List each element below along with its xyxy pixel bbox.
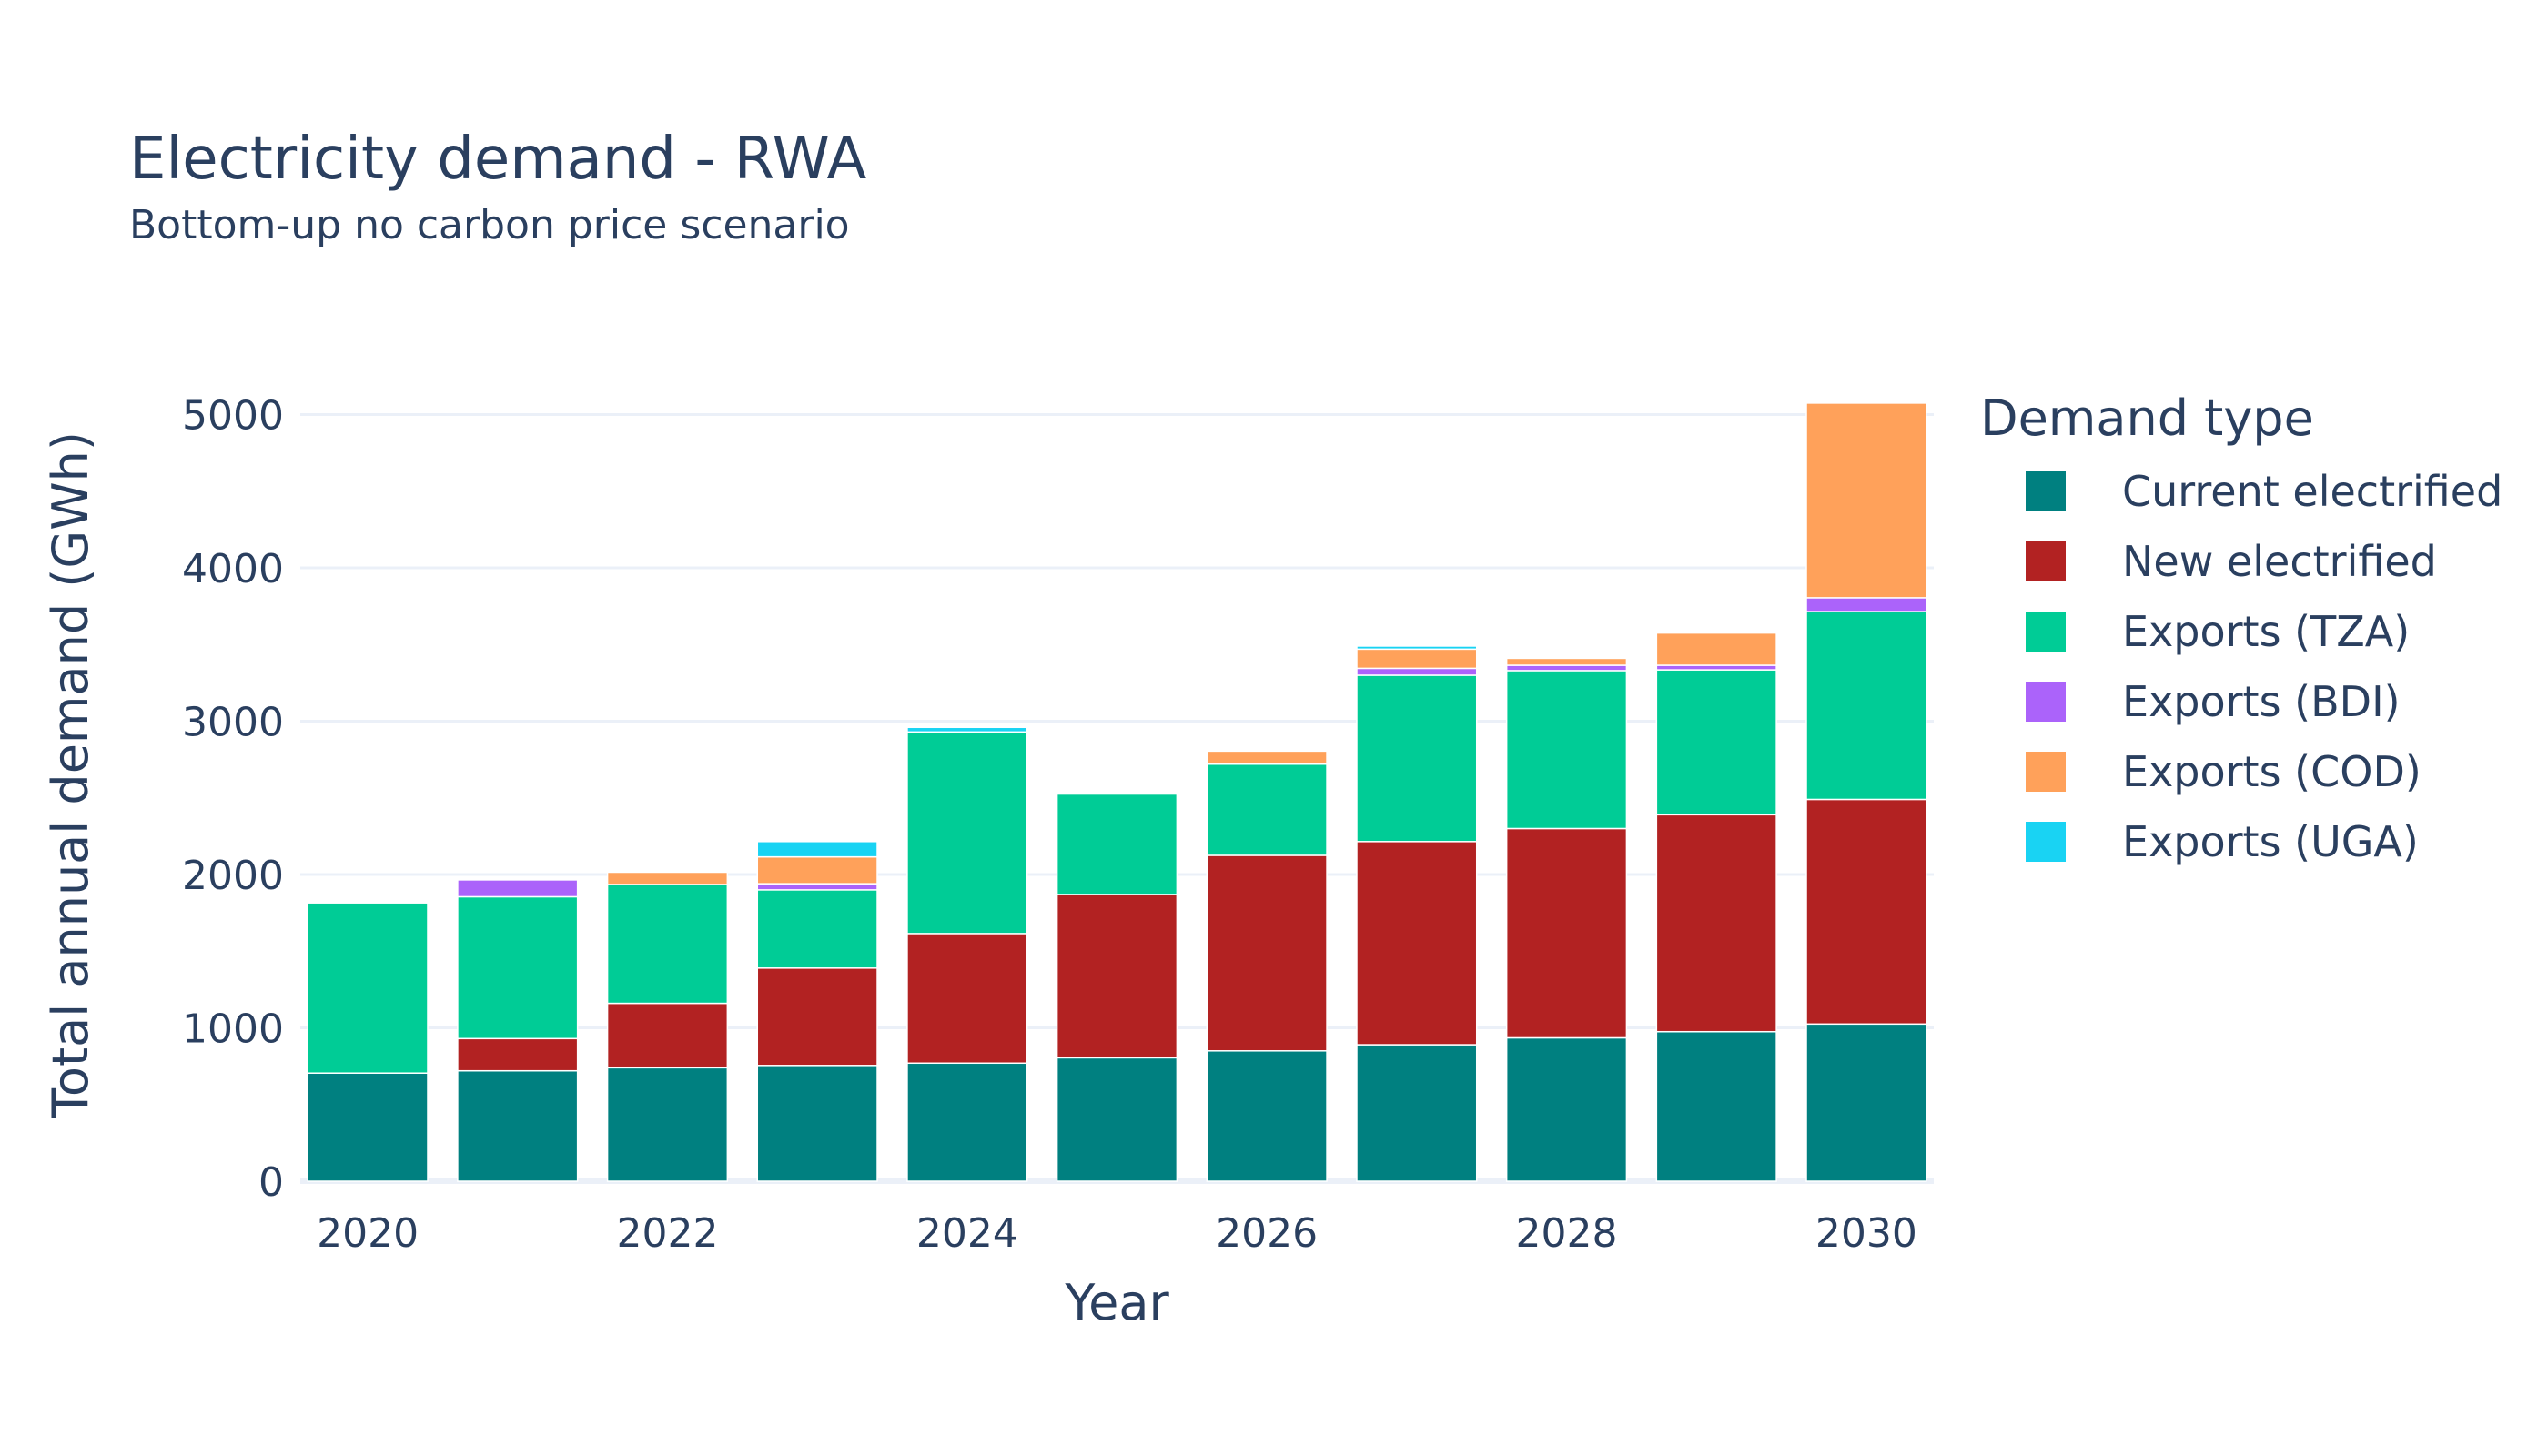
x-tick-label: 2028 [1516,1210,1618,1257]
bar-segment [1805,597,1927,612]
bar-segment [457,879,579,898]
x-tick-label: 2024 [916,1210,1018,1257]
bar-segment [1356,667,1478,676]
bar-segment [1356,648,1478,670]
x-tick-label: 2030 [1815,1210,1917,1257]
bar-segment [906,731,1028,935]
bar-segment [1655,664,1777,671]
bar-segment [307,902,429,1074]
bar-segment [1505,657,1628,666]
legend-swatch [2026,752,2066,792]
bar-segment [606,884,729,1005]
y-tick-label: 2000 [182,853,284,899]
bar-segment [1805,798,1927,1026]
bar-segment [1505,670,1628,830]
bar-segment [1805,402,1927,599]
bar-segment [756,889,878,969]
bar-segment [1056,1057,1178,1182]
legend: Demand type Current electrified New elect… [1980,389,2502,866]
bar-segment [606,1002,729,1069]
chart-title: Electricity demand - RWA [129,126,867,193]
bar-segment [756,967,878,1067]
y-tick-label: 3000 [182,700,284,746]
x-axis-title: Year [1064,1274,1169,1331]
bar-segment [756,855,878,885]
bar-segment [457,1069,579,1182]
axes: 0 1000 2000 3000 4000 5000 2020 2022 2024 2026 202… [182,393,1917,1257]
bar-segment [1356,841,1478,1046]
bar-segment [756,883,878,891]
bar-segment [1056,793,1178,895]
bar-segment [756,1065,878,1182]
legend-item-label[interactable]: Current electrified [2122,467,2502,516]
x-tick-label: 2026 [1216,1210,1318,1257]
bar-segment [1655,669,1777,816]
bar-segment [1356,1044,1478,1182]
bar-segment [1206,750,1328,765]
bar-segment [906,933,1028,1065]
y-tick-label: 5000 [182,393,284,440]
y-axis-title: Total annual demand (GWh) [42,431,99,1119]
bar-segment [1655,1030,1777,1182]
legend-item-label[interactable]: Exports (TZA) [2122,607,2410,656]
bars [307,402,1927,1182]
bar-segment [1505,1036,1628,1182]
legend-swatch [2026,682,2066,722]
bar-segment [457,895,579,1040]
bar-segment [1206,1050,1328,1182]
y-tick-label: 4000 [182,546,284,592]
bar-segment [1805,1023,1927,1182]
bar-segment [906,726,1028,733]
bar-segment [756,841,878,858]
bar-segment [906,1062,1028,1182]
bar-segment [1505,827,1628,1039]
bar-segment [1206,854,1328,1052]
bar-segment [457,1037,579,1072]
legend-title: Demand type [1980,389,2314,447]
legend-swatch [2026,471,2066,511]
y-tick-label: 1000 [182,1006,284,1053]
legend-item-label[interactable]: New electrified [2122,537,2437,586]
bar-segment [1356,674,1478,843]
legend-swatch [2026,541,2066,581]
bar-segment [1356,645,1478,651]
chart-subtitle: Bottom-up no carbon price scenario [129,202,850,248]
bar-segment [1206,763,1328,856]
bar-segment [1805,611,1927,801]
bar-segment [606,871,729,885]
bar-segment [1056,894,1178,1059]
x-tick-label: 2020 [317,1210,419,1257]
legend-swatch [2026,612,2066,652]
legend-item-label[interactable]: Exports (BDI) [2122,677,2401,726]
legend-swatch [2026,822,2066,862]
bar-segment [1655,814,1777,1033]
legend-item-label[interactable]: Exports (UGA) [2122,817,2419,866]
legend-item-label[interactable]: Exports (COD) [2122,747,2422,796]
bar-segment [1655,632,1777,666]
x-tick-label: 2022 [616,1210,718,1257]
y-tick-label: 0 [258,1159,284,1206]
bar-segment [307,1072,429,1182]
bar-segment [606,1067,729,1182]
bar-segment [1505,664,1628,672]
